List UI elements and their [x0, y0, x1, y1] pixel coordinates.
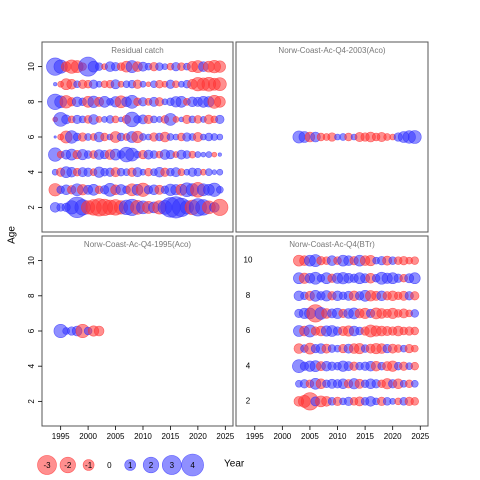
bubble — [211, 198, 229, 216]
y-tick-label: 10 — [27, 62, 36, 71]
x-tick-label: 2010 — [134, 432, 152, 441]
legend-label: -1 — [85, 461, 93, 470]
legend-bubble — [82, 459, 95, 471]
bubble — [410, 256, 419, 265]
y-tick-label: 8 — [246, 291, 251, 300]
x-tick-label: 2025 — [216, 432, 234, 441]
bubble — [172, 116, 180, 123]
x-tick-label: 2015 — [162, 432, 180, 441]
legend-label: 0 — [107, 461, 112, 470]
x-tick-label: 2000 — [273, 432, 291, 441]
legend-bubble — [37, 455, 57, 475]
bubble — [93, 325, 105, 337]
bubble — [205, 168, 213, 176]
y-tick-label: 4 — [27, 169, 36, 174]
bubble — [213, 77, 227, 92]
legend-label: -3 — [43, 461, 51, 470]
bubble — [216, 133, 224, 141]
panel-title: Norw-Coast-Ac-Q4(BTr) — [289, 240, 375, 249]
panel-title: Norw-Coast-Ac-Q4-1995(Aco) — [84, 240, 191, 249]
bubble — [408, 272, 421, 285]
y-tick-label: 8 — [27, 293, 36, 298]
legend-label: 2 — [149, 461, 154, 470]
bubble — [216, 185, 224, 194]
legend-label: 4 — [190, 461, 195, 470]
bubble — [410, 309, 419, 318]
bubble — [205, 151, 213, 158]
bubble — [213, 60, 226, 73]
x-tick-label: 2005 — [107, 432, 125, 441]
y-tick-label: 2 — [246, 396, 251, 405]
y-tick-label: 4 — [27, 363, 36, 368]
bubble — [410, 344, 419, 353]
bubble — [410, 397, 419, 406]
bubble — [53, 82, 58, 87]
x-axis-label: Year — [224, 459, 245, 470]
x-tick-label: 2010 — [329, 432, 347, 441]
x-tick-label: 2015 — [356, 432, 374, 441]
bubble — [111, 115, 120, 124]
x-tick-label: 2000 — [79, 432, 97, 441]
legend-bubble — [59, 456, 76, 474]
bubble — [139, 80, 147, 88]
bubble — [214, 96, 226, 108]
panel-title: Residual catch — [111, 46, 163, 55]
bubble — [200, 151, 207, 158]
bubble — [407, 130, 422, 144]
legend-label: 3 — [170, 461, 175, 470]
bubble — [95, 116, 103, 123]
y-tick-label: 6 — [246, 326, 251, 335]
bubble — [410, 361, 419, 371]
y-tick-label: 8 — [27, 99, 36, 104]
y-tick-label: 10 — [27, 256, 36, 265]
y-tick-label: 2 — [27, 205, 36, 210]
y-tick-label: 2 — [27, 399, 36, 404]
y-axis-label: Age — [7, 226, 18, 244]
x-tick-label: 2020 — [189, 432, 207, 441]
x-tick-label: 2025 — [411, 432, 429, 441]
panel-title: Norw-Coast-Ac-Q4-2003(Aco) — [278, 46, 385, 55]
bubble — [211, 151, 218, 158]
x-tick-label: 2005 — [301, 432, 319, 441]
x-tick-label: 2020 — [384, 432, 402, 441]
bubble — [194, 151, 202, 158]
bubble — [410, 291, 420, 301]
y-tick-label: 6 — [27, 134, 36, 139]
legend-bubble — [181, 453, 204, 477]
y-tick-label: 4 — [246, 361, 251, 370]
y-tick-label: 6 — [27, 328, 36, 333]
bubble — [217, 152, 222, 157]
bubble — [216, 168, 224, 176]
bubble — [211, 169, 218, 175]
bubble — [410, 326, 419, 336]
legend-label: 1 — [128, 461, 133, 470]
bubble — [215, 114, 225, 124]
bubble — [53, 135, 57, 139]
legend-bubble — [142, 456, 160, 474]
legend-label: -2 — [64, 461, 72, 470]
y-tick-label: 10 — [244, 256, 253, 265]
x-tick-label: 1995 — [246, 432, 264, 441]
bubble — [410, 379, 419, 388]
legend-bubble — [124, 459, 136, 471]
x-tick-label: 1995 — [52, 432, 70, 441]
